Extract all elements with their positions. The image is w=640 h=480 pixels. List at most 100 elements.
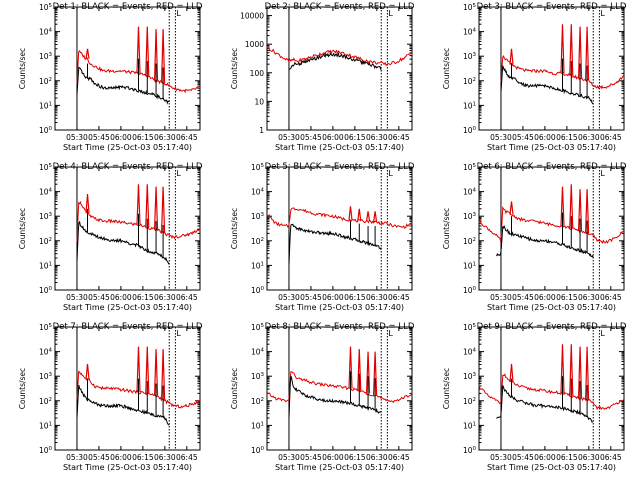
- lld-series-line: [266, 371, 413, 404]
- lld-spike: [357, 208, 362, 222]
- x-tick-label: 06:30: [154, 293, 176, 302]
- x-tick-label: 05:45: [88, 293, 110, 302]
- plot-frame: [478, 326, 625, 451]
- y-tick-label: 105: [39, 323, 53, 332]
- chart-panel-det-5: Det 5: BLACK = Events, RED = LLD Start Ti…: [230, 162, 415, 312]
- lld-spike: [85, 363, 90, 380]
- lld-spike: [145, 346, 150, 394]
- y-tick-label: 103: [463, 212, 477, 221]
- plot-frame: [478, 6, 625, 131]
- y-tick-label: 102: [463, 77, 476, 86]
- y-axis-label: Counts/sec: [230, 48, 239, 89]
- lld-spike: [577, 189, 583, 231]
- lld-spike: [85, 194, 90, 214]
- marker-label: L: [600, 9, 605, 18]
- y-tick-label: 104: [39, 188, 53, 197]
- lld-spike: [509, 201, 514, 215]
- y-tick-label: 103: [251, 372, 265, 381]
- y-tick-label: 104: [39, 28, 53, 37]
- x-tick-label: 06:45: [388, 133, 410, 142]
- x-tick-label: 06:45: [388, 453, 410, 462]
- y-tick-label: 102: [251, 237, 264, 246]
- y-tick-label: 105: [463, 3, 477, 12]
- y-tick-label: 105: [251, 163, 265, 172]
- x-tick-label: 05:30: [66, 293, 88, 302]
- y-tick-label: 1000: [245, 40, 264, 49]
- y-tick-label: 104: [463, 348, 477, 357]
- chart-panel-det-7: Det 7: BLACK = Events, RED = LLD Start Ti…: [18, 322, 203, 472]
- marker-label: L: [176, 9, 181, 18]
- x-tick-label: 06:00: [534, 133, 556, 142]
- y-tick-label: 10: [254, 97, 264, 106]
- lld-spike: [160, 186, 166, 233]
- events-series-line: [500, 65, 594, 105]
- x-axis-label: Start Time (25-Oct-03 05:17:40): [63, 143, 192, 152]
- lld-spike: [153, 349, 159, 396]
- x-tick-label: 06:00: [110, 133, 132, 142]
- y-tick-label: 102: [251, 397, 264, 406]
- y-tick-label: 103: [251, 212, 265, 221]
- y-axis-label: Counts/sec: [442, 368, 451, 409]
- lld-spike: [136, 184, 141, 225]
- lld-spike: [145, 184, 150, 228]
- chart-panel-det-9: Det 9: BLACK = Events, RED = LLD Start Ti…: [442, 322, 627, 472]
- x-tick-label: 05:30: [66, 453, 88, 462]
- y-tick-label: 104: [39, 348, 53, 357]
- y-tick-label: 100: [251, 446, 265, 455]
- x-tick-label: 06:00: [322, 133, 344, 142]
- y-tick-label: 103: [463, 372, 477, 381]
- chart-title: Det 5: BLACK = Events, RED = LLD: [265, 162, 415, 172]
- y-tick-label: 100: [463, 446, 477, 455]
- y-axis-label: Counts/sec: [230, 368, 239, 409]
- lld-spike: [365, 211, 371, 222]
- x-tick-label: 05:30: [490, 453, 512, 462]
- y-tick-label: 100: [251, 286, 265, 295]
- y-tick-label: 101: [251, 261, 264, 270]
- marker-label: L: [388, 9, 393, 18]
- events-series-line: [496, 225, 594, 259]
- plot-frame: [54, 6, 201, 131]
- x-tick-label: 05:30: [490, 133, 512, 142]
- lld-spike: [584, 346, 590, 401]
- x-axis-label: Start Time (25-Oct-03 05:17:40): [487, 303, 616, 312]
- x-tick-label: 06:30: [366, 133, 388, 142]
- lld-spike: [569, 184, 574, 229]
- lld-series-line: [478, 205, 625, 244]
- x-tick-label: 05:45: [300, 133, 322, 142]
- y-tick-label: 102: [463, 397, 476, 406]
- y-tick-label: 100: [250, 69, 265, 78]
- x-tick-label: 05:30: [278, 293, 300, 302]
- lld-spike: [569, 24, 574, 76]
- y-axis-label: Counts/sec: [230, 208, 239, 249]
- x-tick-label: 06:30: [366, 293, 388, 302]
- y-tick-label: 102: [39, 237, 52, 246]
- chart-title: Det 8: BLACK = Events, RED = LLD: [265, 322, 415, 332]
- chart-title: Det 3: BLACK = Events, RED = LLD: [477, 2, 627, 12]
- x-tick-label: 06:30: [578, 453, 600, 462]
- x-tick-label: 05:45: [300, 293, 322, 302]
- x-axis-label: Start Time (25-Oct-03 05:17:40): [275, 463, 404, 472]
- y-tick-label: 100: [39, 126, 53, 135]
- marker-label: L: [600, 329, 605, 338]
- marker-label: L: [600, 169, 605, 178]
- x-tick-label: 05:45: [512, 293, 534, 302]
- x-tick-label: 06:15: [344, 453, 366, 462]
- lld-spike: [160, 29, 166, 83]
- lld-spike: [85, 48, 90, 59]
- lld-spike: [560, 24, 565, 74]
- events-series-line: [288, 375, 382, 419]
- events-series-line: [76, 220, 170, 265]
- y-tick-label: 101: [39, 421, 52, 430]
- x-tick-label: 06:00: [534, 293, 556, 302]
- chart-panel-det-6: Det 6: BLACK = Events, RED = LLD Start Ti…: [442, 162, 627, 312]
- y-tick-label: 1: [259, 126, 264, 135]
- x-tick-label: 05:45: [512, 133, 534, 142]
- lld-series-line: [266, 45, 412, 67]
- lld-spike: [509, 363, 514, 383]
- chart-panel-det-8: Det 8: BLACK = Events, RED = LLD Start Ti…: [230, 322, 415, 472]
- y-tick-label: 104: [251, 188, 265, 197]
- lld-spike: [145, 26, 150, 76]
- y-axis-label: Counts/sec: [18, 48, 27, 89]
- lld-spike: [372, 351, 378, 396]
